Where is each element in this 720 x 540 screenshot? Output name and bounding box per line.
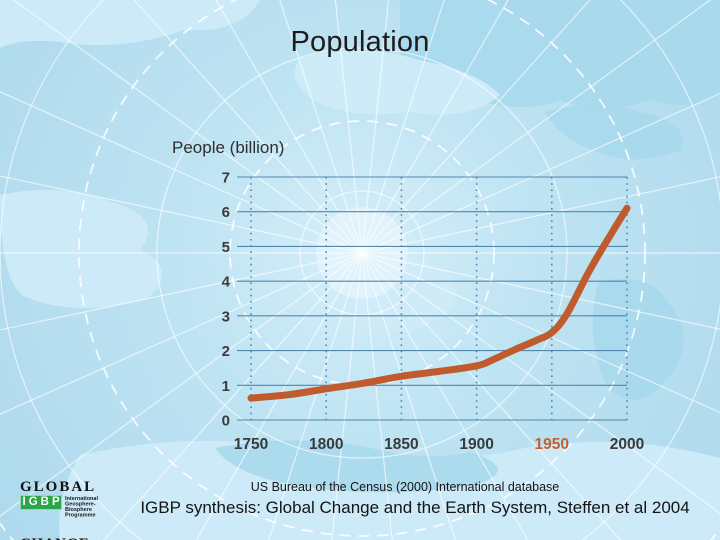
map-meridian-line	[12, 0, 363, 254]
map-meridian-line	[361, 0, 591, 254]
logo-programme-name: International Geosphere-Biosphere Progra…	[65, 495, 99, 518]
map-meridian-line	[195, 252, 363, 540]
y-tick-label-1: 1	[222, 378, 230, 395]
y-tick-label-5: 5	[222, 239, 230, 256]
map-center-glow	[316, 207, 408, 299]
page-title: Population	[290, 26, 430, 58]
x-tick-label-2000: 2000	[610, 436, 644, 453]
logo-green-box: IGBP	[20, 495, 63, 510]
map-meridian-line	[361, 0, 445, 254]
population-data-line	[247, 204, 631, 402]
map-parallel-circle	[156, 47, 568, 459]
x-tick-label-1800: 1800	[309, 436, 343, 453]
map-meridian-line	[0, 91, 363, 254]
map-meridian-line	[361, 252, 720, 414]
attribution-caption: IGBP synthesis: Global Change and the Ea…	[140, 498, 690, 517]
map-parallel-circle	[229, 120, 495, 386]
map-meridian-line	[361, 176, 720, 254]
x-tick-label-1850: 1850	[384, 436, 418, 453]
y-tick-label-3: 3	[222, 308, 230, 325]
map-meridian-line	[215, 0, 363, 254]
map-meridian-line	[331, 252, 363, 540]
map-meridian-line	[361, 252, 622, 540]
map-parallel-circle	[299, 190, 425, 316]
map-meridian-line	[0, 175, 363, 254]
map-meridian-line	[0, 252, 363, 415]
y-tick-label-4: 4	[222, 274, 231, 291]
y-tick-label-7: 7	[222, 170, 230, 187]
map-meridian-line	[361, 252, 720, 330]
x-tick-label-1750: 1750	[234, 436, 268, 453]
y-axis-title: People (billion)	[172, 138, 285, 157]
y-tick-label-0: 0	[222, 413, 230, 430]
logo-global-text: GLOBAL	[20, 479, 97, 495]
x-tick-label-1900: 1900	[459, 436, 493, 453]
logo-change-text: CHANGE	[20, 536, 150, 540]
source-caption: US Bureau of the Census (2000) Internati…	[250, 480, 560, 494]
map-meridian-line	[361, 92, 720, 254]
y-tick-label-2: 2	[222, 343, 230, 360]
logo-igbp-acronym: IGBP	[22, 495, 63, 508]
map-meridian-line	[361, 0, 509, 254]
map-meridian-line	[361, 252, 456, 540]
map-meridian-line	[133, 0, 363, 254]
map-meridian-line	[102, 252, 363, 540]
map-meridian-line	[361, 252, 393, 540]
map-meridian-line	[279, 0, 363, 254]
map-meridian-line	[334, 0, 363, 254]
map-parallel-circle	[78, 0, 646, 537]
map-meridian-line	[0, 252, 363, 331]
map-meridian-line	[361, 0, 390, 254]
map-meridian-line	[361, 0, 712, 254]
map-meridian-line	[361, 252, 720, 514]
igbp-logo: GLOBAL IGBP International Geosphere-Bios…	[20, 479, 150, 540]
map-meridian-line	[268, 252, 363, 540]
y-tick-label-6: 6	[222, 204, 230, 221]
x-tick-label-1950: 1950	[535, 436, 569, 453]
